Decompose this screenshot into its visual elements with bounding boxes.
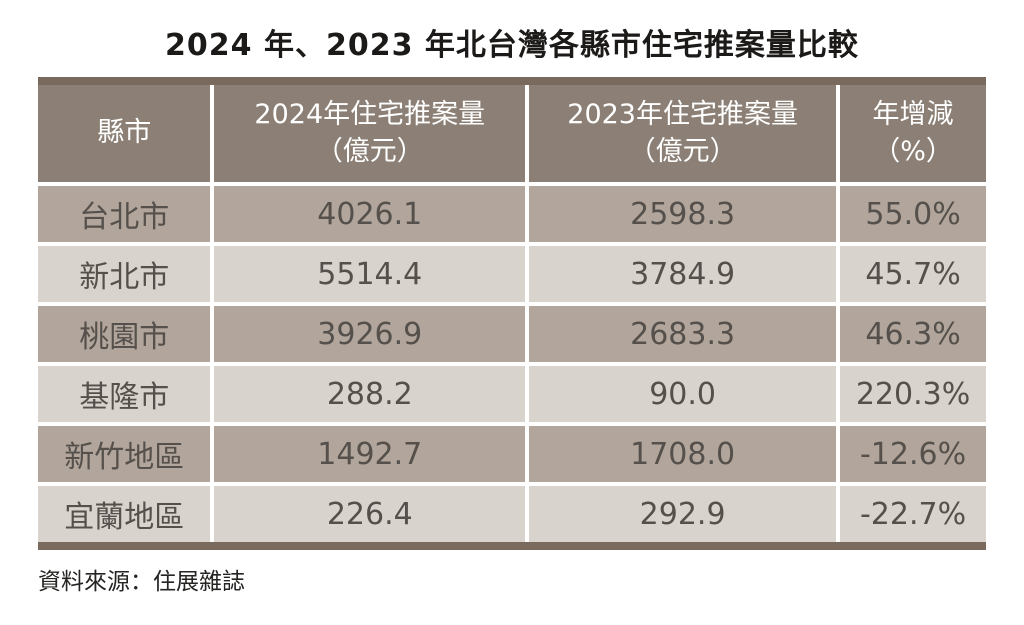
cell-yoy-change: -12.6% — [836, 422, 986, 486]
column-header-2024-line2: （億元） — [315, 135, 424, 167]
cell-2023-volume: 3784.9 — [525, 242, 841, 306]
cell-city: 新竹地區 — [38, 422, 215, 486]
cell-2024-volume: 3926.9 — [210, 302, 530, 366]
cell-yoy-change: -22.7% — [836, 482, 986, 542]
cell-yoy-change: 220.3% — [836, 362, 986, 426]
cell-yoy-change: 46.3% — [836, 302, 986, 366]
cell-yoy-change: 55.0% — [836, 182, 986, 246]
column-header-2023-volume: 2023年住宅推案量 （億元） — [525, 85, 841, 186]
cell-city: 新北市 — [38, 242, 215, 306]
column-header-yoy-change: 年增減 （%） — [836, 85, 986, 186]
source-note: 資料來源：住展雜誌 — [38, 569, 245, 595]
column-header-city-label: 縣市 — [97, 117, 152, 149]
column-header-city: 縣市 — [38, 85, 215, 186]
table-row-newtaipei: 新北市 5514.4 3784.9 45.7% — [38, 242, 986, 306]
cell-2023-volume: 2598.3 — [525, 182, 841, 246]
table-row-taoyuan: 桃園市 3926.9 2683.3 46.3% — [38, 302, 986, 366]
cell-city: 台北市 — [38, 182, 215, 246]
housing-volume-table: 縣市 2024年住宅推案量 （億元） 2023年住宅推案量 （億元） 年增減 （… — [38, 85, 986, 542]
column-header-2024-line1: 2024年住宅推案量 — [254, 99, 486, 131]
column-header-2024-volume: 2024年住宅推案量 （億元） — [210, 85, 530, 186]
table-top-accent-bar — [38, 77, 986, 85]
cell-2024-volume: 4026.1 — [210, 182, 530, 246]
table-row-taipei: 台北市 4026.1 2598.3 55.0% — [38, 182, 986, 246]
cell-2023-volume: 292.9 — [525, 482, 841, 542]
table-bottom-accent-bar — [38, 542, 986, 550]
column-header-yoy-line1: 年增減 — [872, 99, 954, 131]
cell-2024-volume: 288.2 — [210, 362, 530, 426]
cell-2024-volume: 1492.7 — [210, 422, 530, 486]
cell-2024-volume: 226.4 — [210, 482, 530, 542]
cell-2024-volume: 5514.4 — [210, 242, 530, 306]
cell-2023-volume: 2683.3 — [525, 302, 841, 366]
column-header-2023-line1: 2023年住宅推案量 — [567, 99, 798, 131]
table-header-row: 縣市 2024年住宅推案量 （億元） 2023年住宅推案量 （億元） 年增減 （… — [38, 85, 986, 186]
cell-city: 桃園市 — [38, 302, 215, 366]
table-row-yilan: 宜蘭地區 226.4 292.9 -22.7% — [38, 482, 986, 542]
column-header-2023-line2: （億元） — [628, 135, 737, 167]
cell-2023-volume: 1708.0 — [525, 422, 841, 486]
cell-city: 宜蘭地區 — [38, 482, 215, 542]
page-title: 2024 年、2023 年北台灣各縣市住宅推案量比較 — [165, 28, 859, 63]
table-row-hsinchu: 新竹地區 1492.7 1708.0 -12.6% — [38, 422, 986, 486]
cell-2023-volume: 90.0 — [525, 362, 841, 426]
column-header-yoy-line2: （%） — [873, 135, 953, 167]
table-row-keelung: 基隆市 288.2 90.0 220.3% — [38, 362, 986, 426]
cell-city: 基隆市 — [38, 362, 215, 426]
cell-yoy-change: 45.7% — [836, 242, 986, 306]
comparison-table: 縣市 2024年住宅推案量 （億元） 2023年住宅推案量 （億元） 年增減 （… — [38, 77, 986, 550]
